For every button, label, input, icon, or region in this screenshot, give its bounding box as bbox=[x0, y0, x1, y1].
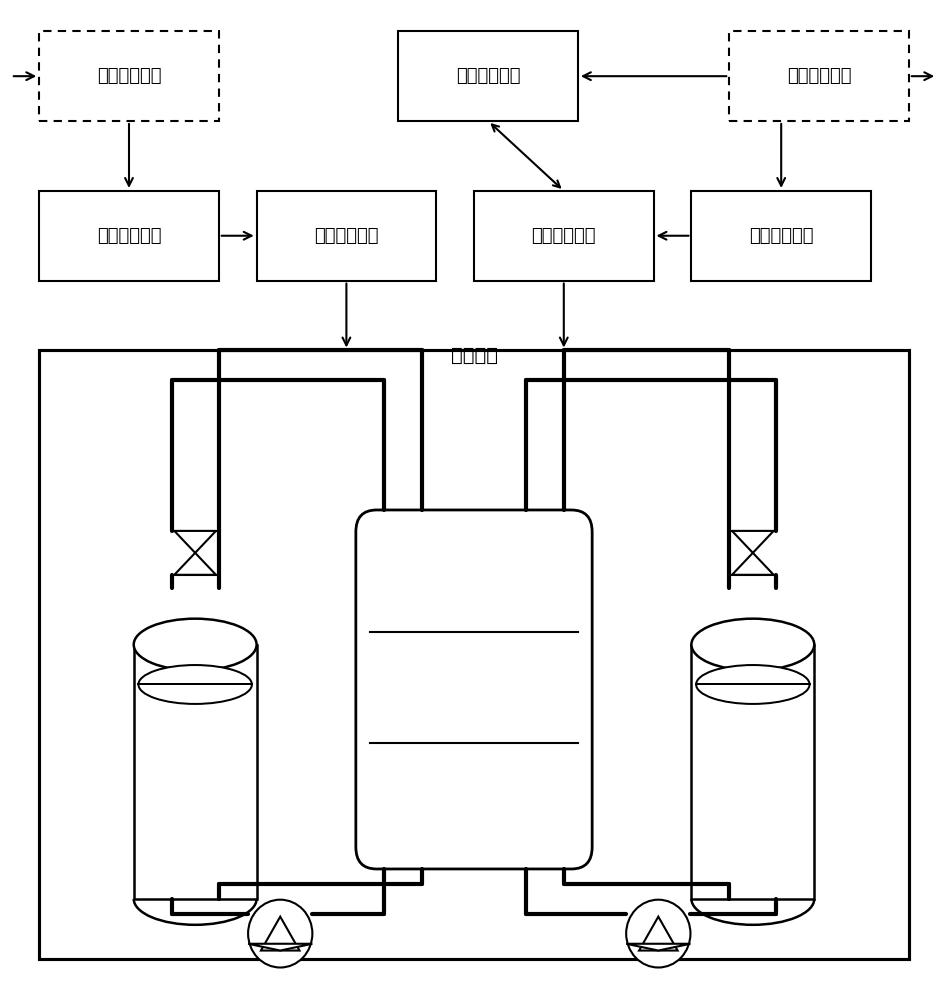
Ellipse shape bbox=[691, 619, 814, 671]
Ellipse shape bbox=[696, 665, 810, 704]
Circle shape bbox=[627, 900, 690, 967]
Text: 第二比较单元: 第二比较单元 bbox=[749, 227, 813, 245]
FancyBboxPatch shape bbox=[39, 191, 219, 281]
Polygon shape bbox=[627, 944, 690, 951]
Polygon shape bbox=[174, 531, 216, 553]
Polygon shape bbox=[732, 553, 774, 575]
FancyBboxPatch shape bbox=[356, 510, 592, 869]
FancyBboxPatch shape bbox=[257, 191, 436, 281]
Text: 第三比较单元: 第三比较单元 bbox=[456, 67, 520, 85]
Polygon shape bbox=[248, 944, 313, 951]
FancyBboxPatch shape bbox=[691, 191, 871, 281]
Polygon shape bbox=[732, 531, 774, 553]
FancyBboxPatch shape bbox=[474, 191, 653, 281]
Text: 第一判断单元: 第一判断单元 bbox=[97, 227, 161, 245]
Ellipse shape bbox=[134, 619, 257, 671]
FancyBboxPatch shape bbox=[729, 31, 909, 121]
Text: 第一控制单元: 第一控制单元 bbox=[314, 227, 378, 245]
Bar bbox=[691, 645, 814, 899]
Polygon shape bbox=[261, 917, 300, 951]
Text: 第一监测单元: 第一监测单元 bbox=[97, 67, 161, 85]
Circle shape bbox=[248, 900, 313, 967]
Bar bbox=[134, 645, 257, 899]
FancyBboxPatch shape bbox=[39, 31, 219, 121]
Text: 第二监测单元: 第二监测单元 bbox=[787, 67, 851, 85]
Text: 液流电池: 液流电池 bbox=[450, 346, 498, 365]
Polygon shape bbox=[174, 553, 216, 575]
Polygon shape bbox=[639, 917, 678, 951]
Text: 第二控制单元: 第二控制单元 bbox=[532, 227, 596, 245]
FancyBboxPatch shape bbox=[398, 31, 578, 121]
Ellipse shape bbox=[138, 665, 252, 704]
